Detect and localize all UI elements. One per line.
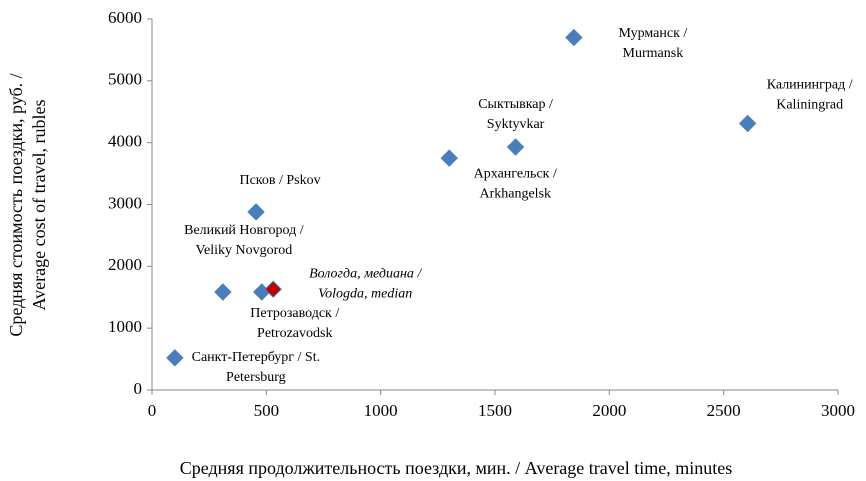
y-tick-label: 2000 [108, 255, 142, 274]
x-tick-label: 2000 [592, 401, 626, 420]
y-axis-title: Средняя стоимость поездки, руб. / [6, 73, 26, 336]
point [738, 114, 757, 133]
point-label: Санкт-Петербург / St. [192, 350, 321, 365]
point-label: Мурманск / [619, 26, 688, 41]
point-label: Kaliningrad [776, 98, 843, 113]
point-label: Петрозаводск / [250, 306, 339, 321]
x-tick-label: 500 [254, 401, 280, 420]
x-tick-label: 2500 [707, 401, 741, 420]
point [247, 203, 265, 221]
x-tick-label: 3000 [821, 401, 855, 420]
point-label: Псков / Pskov [239, 173, 320, 188]
point [565, 28, 583, 47]
y-tick-label: 3000 [108, 193, 142, 212]
point-label: Сыктывкар / [478, 97, 553, 112]
y-tick-label: 0 [134, 379, 143, 398]
x-axis-title: Средняя продолжительность поездки, мин. … [180, 458, 733, 478]
y-tick-label: 5000 [108, 70, 142, 89]
point-label: Arkhangelsk [479, 186, 551, 201]
point-label: Veliky Novgorod [195, 243, 292, 258]
point-label: Syktyvkar [487, 117, 545, 132]
point-label: Murmansk [623, 46, 684, 61]
x-tick-label: 0 [148, 401, 157, 420]
point-label: Vologda, median [318, 286, 412, 301]
point [214, 283, 232, 301]
x-tick-label: 1000 [364, 401, 398, 420]
point [506, 138, 525, 156]
point [440, 149, 458, 167]
y-tick-label: 1000 [108, 317, 142, 336]
point [166, 349, 184, 367]
point-label: Калининград / [767, 78, 853, 93]
point [264, 280, 282, 298]
point-label: Petersburg [226, 370, 286, 385]
y-axis-title: Average cost of travel, rubles [29, 99, 49, 310]
y-tick-label: 6000 [108, 8, 142, 27]
y-tick-label: 4000 [108, 132, 142, 151]
point-label: Petrozavodsk [257, 326, 332, 341]
point-label: Архангельск / [474, 166, 557, 181]
point-label: Вологда, медиана / [309, 266, 422, 281]
x-tick-label: 1500 [478, 401, 512, 420]
point-label: Великий Новгород / [184, 223, 304, 238]
